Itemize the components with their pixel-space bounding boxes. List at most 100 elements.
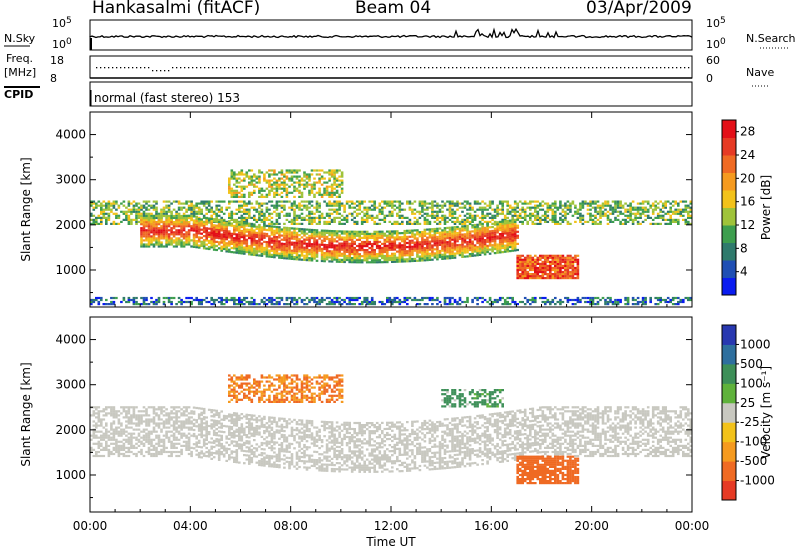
power-cell — [303, 171, 306, 174]
freq-dot — [596, 67, 598, 69]
power-cell — [222, 298, 226, 302]
power-cell — [205, 231, 208, 234]
power-cell — [117, 204, 121, 207]
power-cell — [233, 220, 236, 223]
power-cell — [170, 221, 173, 224]
power-cell — [386, 254, 389, 258]
power-cell — [275, 303, 279, 306]
power-cell — [661, 204, 665, 207]
power-cell — [190, 225, 193, 228]
freq-dot — [676, 67, 678, 69]
power-cell — [245, 230, 249, 233]
power-cell — [195, 242, 198, 245]
power-cell — [461, 202, 464, 205]
power-cell — [564, 270, 567, 274]
power-cell — [340, 260, 344, 263]
power-cell — [135, 204, 138, 207]
power-cell — [273, 231, 276, 234]
power-cell — [250, 251, 254, 254]
power-cell — [398, 238, 402, 241]
power-cell — [426, 222, 429, 225]
power-cell — [534, 206, 537, 209]
power-cell — [265, 206, 269, 209]
power-cell — [406, 252, 409, 255]
power-cell — [508, 204, 512, 207]
power-cell — [393, 252, 397, 255]
power-cell — [233, 183, 236, 186]
power-cell — [205, 202, 208, 205]
freq-dot — [440, 67, 442, 69]
power-cell — [152, 217, 156, 220]
power-cell — [571, 277, 575, 280]
power-cell — [270, 247, 274, 250]
power-cell — [328, 177, 331, 180]
power-cell — [481, 229, 484, 232]
power-cell — [546, 256, 550, 259]
power-cell — [649, 296, 652, 300]
power-cell — [288, 229, 291, 232]
power-cell — [253, 179, 256, 182]
power-cell — [576, 300, 580, 304]
power-cell — [238, 239, 241, 242]
power-cell — [498, 251, 502, 254]
freq-dot — [584, 67, 586, 69]
power-cell — [328, 171, 331, 174]
power-cell — [293, 296, 296, 300]
power-cell — [564, 258, 567, 261]
power-cell — [187, 208, 191, 211]
power-cell — [539, 218, 542, 221]
power-cell — [386, 202, 389, 205]
power-cell — [333, 303, 336, 306]
power-cell — [140, 296, 143, 300]
power-cell — [288, 253, 291, 256]
power-cell — [536, 222, 540, 225]
power-cell — [300, 179, 304, 182]
power-cell — [250, 249, 254, 252]
power-cell — [238, 195, 241, 198]
power-cell — [177, 223, 181, 226]
power-cell — [574, 212, 577, 215]
freq-dot — [448, 67, 450, 69]
power-cell — [278, 204, 281, 207]
power-cell — [295, 300, 299, 304]
power-cell — [313, 212, 316, 215]
power-cell — [200, 212, 203, 215]
power-cell — [328, 300, 331, 304]
power-cell — [315, 210, 319, 213]
power-cell — [157, 298, 161, 302]
power-cell — [448, 232, 452, 235]
power-cell — [564, 266, 567, 270]
power-cell — [453, 202, 457, 205]
power-cell — [478, 249, 482, 252]
power-cell — [348, 242, 351, 245]
power-cell — [529, 275, 532, 278]
power-cell — [313, 206, 316, 209]
power-cell — [245, 240, 249, 243]
power-cell — [350, 206, 354, 209]
power-cell — [330, 185, 334, 188]
power-cell — [97, 214, 101, 217]
power-cell — [513, 229, 517, 232]
power-cell — [192, 241, 196, 244]
power-cell — [167, 237, 171, 240]
power-cell — [451, 236, 454, 239]
power-cell — [466, 249, 469, 252]
power-cell — [250, 191, 254, 194]
power-cell — [205, 300, 208, 304]
power-cell — [546, 266, 550, 270]
power-cell — [529, 264, 532, 267]
power-cell — [506, 202, 509, 205]
power-cell — [207, 241, 211, 244]
power-cell — [182, 245, 186, 248]
power-cell — [381, 212, 384, 215]
power-cell — [511, 245, 514, 248]
power-cell — [541, 277, 545, 280]
power-cell — [551, 220, 555, 223]
power-cell — [584, 296, 587, 300]
power-cell — [549, 300, 552, 304]
power-cell — [426, 214, 429, 217]
power-cell — [549, 277, 552, 280]
power-cell — [112, 220, 116, 223]
power-cell — [255, 175, 259, 178]
power-cell — [345, 238, 349, 241]
